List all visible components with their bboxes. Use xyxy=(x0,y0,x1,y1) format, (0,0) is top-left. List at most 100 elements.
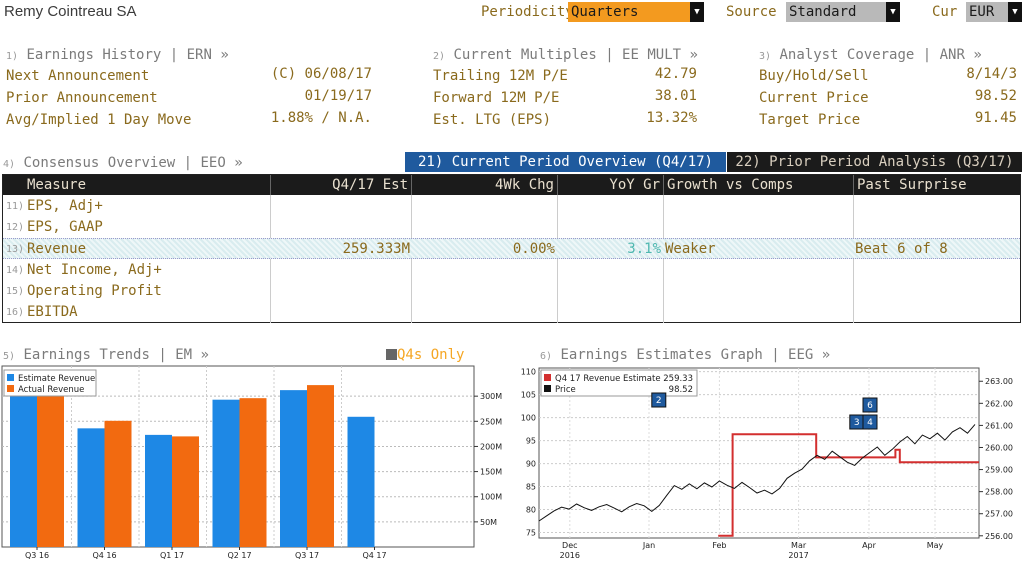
event-marker-label: 6 xyxy=(867,401,873,411)
current-price-label: Current Price xyxy=(759,90,869,106)
event-marker-label: 2 xyxy=(656,396,662,406)
x-tick-label: Jan xyxy=(642,541,655,550)
next-announcement-label: Next Announcement xyxy=(6,68,150,84)
x-tick-label: Mar xyxy=(791,541,807,550)
trailing-pe-value: 42.79 xyxy=(654,66,697,82)
event-marker-label: 4 xyxy=(867,418,873,428)
prior-announcement-label: Prior Announcement xyxy=(6,90,158,106)
bar-estimate xyxy=(10,391,37,547)
legend-actual-swatch xyxy=(7,385,14,392)
header-measure[interactable]: Measure xyxy=(3,175,271,195)
forward-pe-value: 38.01 xyxy=(654,88,697,104)
header-past-surprise[interactable]: Past Surprise xyxy=(854,175,1020,195)
currency-value: EUR xyxy=(969,4,995,20)
periodicity-label: Periodicity xyxy=(481,4,574,20)
bar-actual xyxy=(172,436,199,547)
q4s-only-toggle[interactable]: Q4s Only xyxy=(386,345,464,365)
left-tick-label: 85 xyxy=(526,483,536,492)
revenue-4wk-chg: 0.00% xyxy=(512,241,555,257)
consensus-overview-header[interactable]: 4) Consensus Overview | EEO » xyxy=(3,155,243,171)
earnings-graph-header[interactable]: 6) Earnings Estimates Graph | EEG » xyxy=(540,347,831,363)
table-row-revenue[interactable]: 13) Revenue 259.333M 0.00% 3.1% Weaker B… xyxy=(3,238,1020,259)
company-name: Remy Cointreau SA xyxy=(4,3,137,20)
x-tick-label: Q4 17 xyxy=(362,551,386,560)
price-line xyxy=(538,424,976,522)
legend-price-value: 98.52 xyxy=(669,385,693,395)
right-tick-label: 257.00 xyxy=(985,510,1013,519)
table-row[interactable]: 16) EBITDA xyxy=(6,304,78,320)
left-tick-label: 100 xyxy=(521,414,536,423)
legend-price-swatch xyxy=(544,385,551,392)
tab-current-period[interactable]: 21) Current Period Overview (Q4/17) xyxy=(405,152,726,172)
event-marker[interactable] xyxy=(862,414,878,430)
left-tick-label: 75 xyxy=(526,528,536,537)
event-marker[interactable] xyxy=(651,392,667,408)
left-tick-label: 105 xyxy=(521,391,536,400)
left-tick-label: 80 xyxy=(526,506,536,515)
x-tick-year: 2017 xyxy=(788,551,808,560)
target-price-value: 91.45 xyxy=(974,110,1017,126)
y-tick-label: 50M xyxy=(480,518,497,527)
earnings-trends-chart: 50M 100M 150M 200M 250M 300M Q3 16 Q4 16 Q1 17 Q… xyxy=(1,365,502,560)
right-tick-label: 263.00 xyxy=(985,377,1013,386)
buy-hold-sell-value: 8/14/3 xyxy=(966,66,1017,82)
right-tick-label: 258.00 xyxy=(985,488,1013,497)
table-row[interactable]: 14) Net Income, Adj+ xyxy=(6,262,162,278)
bar-estimate xyxy=(280,390,307,547)
periodicity-value: Quarters xyxy=(571,4,639,20)
x-tick-label: Apr xyxy=(862,541,877,550)
bar-estimate xyxy=(145,434,172,547)
analyst-coverage-header[interactable]: 3) Analyst Coverage | ANR » xyxy=(759,47,982,63)
chevron-down-icon: ▼ xyxy=(690,2,704,22)
x-tick-label: Feb xyxy=(712,541,726,550)
revenue-past-surprise: Beat 6 of 8 xyxy=(855,241,948,257)
x-tick-label: Q3 17 xyxy=(295,551,319,560)
x-tick-label: Q2 17 xyxy=(227,551,251,560)
bar-estimate xyxy=(77,428,105,547)
table-row[interactable]: 12) EPS, GAAP xyxy=(6,219,103,235)
source-value: Standard xyxy=(789,4,857,20)
bar-actual xyxy=(307,385,334,547)
bar-actual xyxy=(37,393,64,547)
right-tick-label: 261.00 xyxy=(985,421,1013,430)
right-tick-label: 256.00 xyxy=(985,532,1013,541)
header-4wk-chg[interactable]: 4Wk Chg xyxy=(412,175,558,195)
earnings-history-header[interactable]: 1) Earnings History | ERN » xyxy=(6,47,229,63)
legend-est-value: 259.33 xyxy=(663,374,693,384)
y-tick-label: 200M xyxy=(480,442,502,451)
x-tick-label: Q4 16 xyxy=(92,551,116,560)
legend-estimate-swatch xyxy=(7,374,14,381)
source-dropdown[interactable]: Standard ▼ xyxy=(786,2,900,22)
periodicity-dropdown[interactable]: Quarters ▼ xyxy=(568,2,704,22)
left-tick-label: 90 xyxy=(526,460,536,469)
trailing-pe-label: Trailing 12M P/E xyxy=(433,68,568,84)
est-ltg-label: Est. LTG (EPS) xyxy=(433,112,552,128)
line-chart-legend: Q4 17 Revenue Estimate 259.33 Price 98.5… xyxy=(540,369,698,397)
y-tick-label: 250M xyxy=(480,417,502,426)
target-price-label: Target Price xyxy=(759,112,861,128)
right-tick-label: 260.00 xyxy=(985,443,1013,452)
table-row[interactable]: 15) Operating Profit xyxy=(6,283,162,299)
legend-estimate-label: Estimate Revenue xyxy=(18,374,95,384)
x-tick-label: Q1 17 xyxy=(160,551,184,560)
y-tick-label: 100M xyxy=(480,493,502,502)
earnings-trends-header[interactable]: 5) Earnings Trends | EM » xyxy=(3,347,209,363)
tab-prior-period[interactable]: 22) Prior Period Analysis (Q3/17) xyxy=(727,152,1022,172)
header-est[interactable]: Q4/17 Est xyxy=(271,175,412,195)
revenue-yoy-gr: 3.1% xyxy=(627,241,661,257)
header-growth-vs-comps[interactable]: Growth vs Comps xyxy=(664,175,854,195)
forward-pe-label: Forward 12M P/E xyxy=(433,90,560,106)
event-marker[interactable] xyxy=(862,397,878,413)
currency-dropdown[interactable]: EUR ▼ xyxy=(966,2,1022,22)
checkbox-icon xyxy=(386,349,397,360)
buy-hold-sell-label: Buy/Hold/Sell xyxy=(759,68,869,84)
header-yoy-gr[interactable]: YoY Gr xyxy=(558,175,664,195)
x-tick-label: Dec xyxy=(562,541,577,550)
bar-estimate xyxy=(347,416,375,547)
bar-chart-legend: Estimate Revenue Actual Revenue xyxy=(3,369,97,397)
table-row[interactable]: 11) EPS, Adj+ xyxy=(6,198,103,214)
est-ltg-value: 13.32% xyxy=(646,110,697,126)
current-multiples-header[interactable]: 2) Current Multiples | EE MULT » xyxy=(433,47,698,63)
event-marker-label: 3 xyxy=(854,418,860,428)
earnings-estimates-graph: 75 80 85 90 95 100 105 110 256.00 257.00 258.00 25… xyxy=(521,367,1013,560)
